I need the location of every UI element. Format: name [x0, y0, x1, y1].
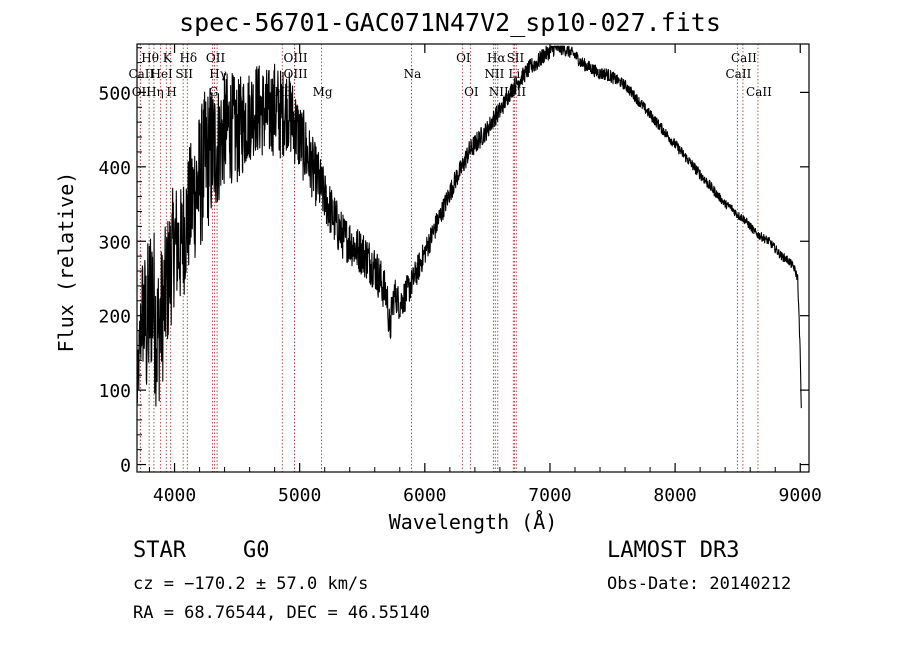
line-label-21: G: [209, 85, 219, 99]
plot-frame: [136, 43, 810, 473]
line-label-23: Mg: [313, 85, 333, 99]
survey-name: LAMOST DR3: [607, 538, 740, 563]
x-tick-label-5: 9000: [779, 485, 822, 506]
line-label-13: OIII: [284, 67, 308, 81]
y-tick-label-1: 100: [98, 381, 131, 402]
redshift-velocity: cz = −170.2 ± 57.0 km/s: [133, 574, 369, 594]
x-axis-label: Wavelength (Å): [388, 510, 558, 534]
axis-ticks: 4000 5000 6000 7000 8000 9000 0 100 200 300 400 500: [98, 44, 822, 506]
y-tick-label-2: 200: [98, 307, 131, 328]
line-label-3: OII: [206, 51, 226, 65]
y-axis-label: Flux (relative): [54, 171, 78, 353]
line-label-24: OI: [464, 85, 479, 99]
line-label-20: H: [166, 85, 176, 99]
line-label-25: NII: [489, 85, 509, 99]
x-tick-label-2: 6000: [403, 485, 446, 506]
line-label-7: SII: [507, 51, 525, 65]
line-label-12: Hγ: [209, 67, 227, 81]
ra-dec-coordinates: RA = 68.76544, DEC = 46.55140: [133, 603, 430, 623]
object-type: STAR: [133, 538, 186, 563]
line-label-26: SII: [508, 85, 526, 99]
y-tick-label-4: 400: [98, 158, 131, 179]
line-label-15: NII: [484, 67, 504, 81]
line-label-14: Na: [404, 67, 422, 81]
y-tick-label-5: 500: [98, 83, 131, 104]
line-label-17: CaII: [726, 67, 752, 81]
line-label-18: OII: [132, 85, 152, 99]
line-label-10: HeI: [150, 67, 173, 81]
observation-date: Obs-Date: 20140212: [607, 574, 792, 594]
x-tick-label-1: 5000: [278, 485, 321, 506]
line-label-19: Hη: [146, 85, 164, 99]
line-label-11: SII: [175, 67, 193, 81]
line-label-22: Hβ: [275, 85, 292, 99]
line-label-5: OI: [456, 51, 471, 65]
line-label-1: K: [163, 51, 173, 65]
y-tick-label-3: 300: [98, 232, 131, 253]
line-label-0: Hθ: [141, 51, 159, 65]
line-label-6: Hα: [487, 51, 506, 65]
chart-title: spec-56701-GAC071N47V2_sp10-027.fits: [179, 8, 721, 37]
line-label-27: CaII: [746, 85, 772, 99]
x-tick-label-0: 4000: [153, 485, 196, 506]
line-label-2: Hδ: [179, 51, 197, 65]
y-tick-label-0: 0: [120, 456, 131, 477]
line-label-4: OIII: [284, 51, 308, 65]
line-label-8: CaII: [731, 51, 757, 65]
x-tick-label-3: 7000: [528, 485, 571, 506]
x-tick-label-4: 8000: [653, 485, 696, 506]
line-label-16: Li: [508, 67, 520, 81]
flux-series-line: [136, 45, 802, 409]
line-label-9: CaII: [128, 67, 154, 81]
spectral-subclass: G0: [243, 538, 270, 563]
